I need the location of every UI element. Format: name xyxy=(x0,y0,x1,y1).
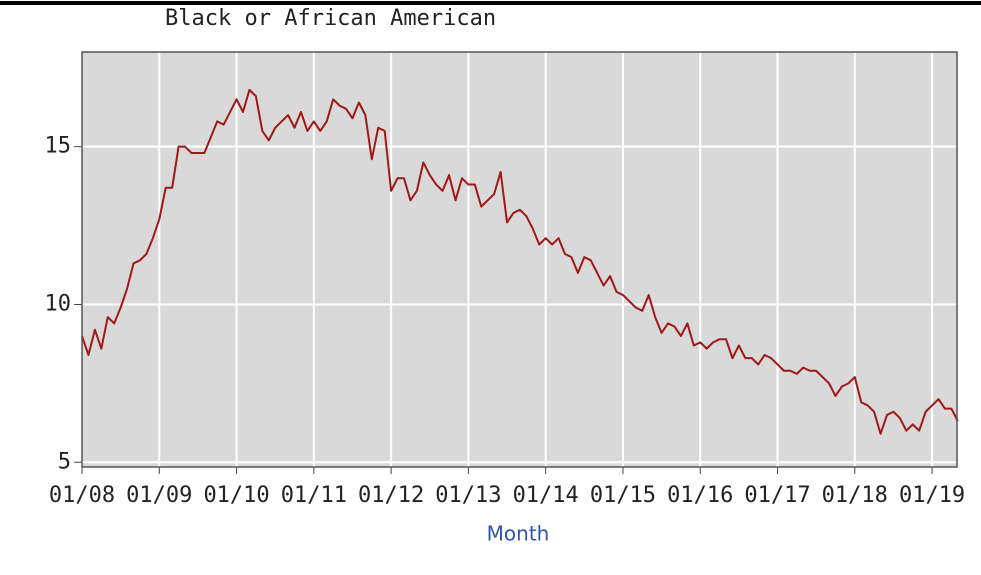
x-axis-title: Month xyxy=(487,522,550,546)
x-tick-label: 01/08 xyxy=(49,483,115,508)
x-tick-label: 01/17 xyxy=(744,483,810,508)
x-tick-label: 01/14 xyxy=(513,483,579,508)
chart-title: Black or African American xyxy=(165,6,496,31)
data-line xyxy=(81,88,959,435)
x-tick-label: 01/09 xyxy=(126,483,192,508)
x-tick-label: 01/18 xyxy=(822,483,888,508)
x-tick-label: 01/16 xyxy=(667,483,733,508)
x-tick-label: 01/10 xyxy=(203,483,269,508)
y-tick-label: 5 xyxy=(58,449,71,474)
y-tick-label: 15 xyxy=(45,134,72,159)
x-tick-label: 01/11 xyxy=(281,483,347,508)
x-tick-label: 01/19 xyxy=(899,483,965,508)
x-tick-label: 01/15 xyxy=(590,483,656,508)
x-tick-label: 01/12 xyxy=(358,483,424,508)
plot-area xyxy=(82,52,957,467)
y-tick-label: 10 xyxy=(45,291,72,316)
plot-frame xyxy=(81,51,958,468)
x-tick-label: 01/13 xyxy=(435,483,501,508)
